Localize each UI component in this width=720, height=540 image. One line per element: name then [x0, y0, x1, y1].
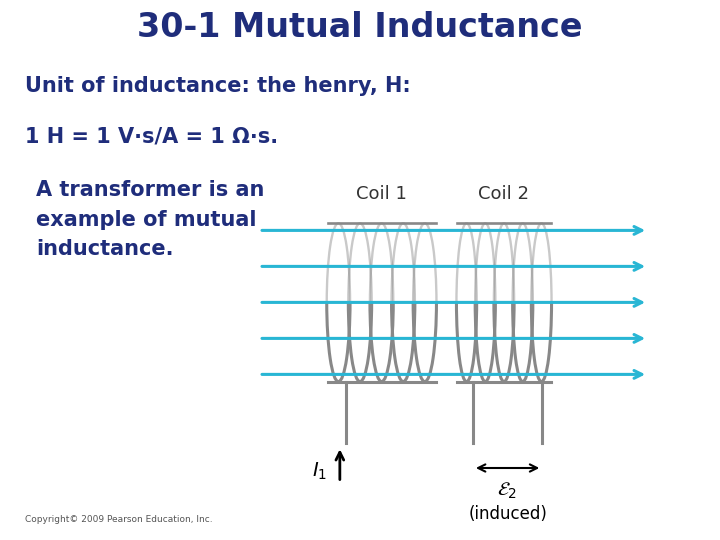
Text: $I_1$: $I_1$: [312, 461, 327, 482]
Text: 1 H = 1 V·s/A = 1 Ω·s.: 1 H = 1 V·s/A = 1 Ω·s.: [25, 126, 279, 146]
Text: 30-1 Mutual Inductance: 30-1 Mutual Inductance: [138, 11, 582, 44]
Text: (induced): (induced): [468, 505, 547, 523]
Text: $\mathcal{E}_2$: $\mathcal{E}_2$: [498, 481, 518, 501]
Text: A transformer is an
example of mutual
inductance.: A transformer is an example of mutual in…: [36, 180, 264, 259]
Text: Unit of inductance: the henry, H:: Unit of inductance: the henry, H:: [25, 76, 411, 96]
Text: Coil 1: Coil 1: [356, 185, 407, 203]
Text: Coil 2: Coil 2: [479, 185, 529, 203]
Text: Copyright© 2009 Pearson Education, Inc.: Copyright© 2009 Pearson Education, Inc.: [25, 515, 213, 524]
